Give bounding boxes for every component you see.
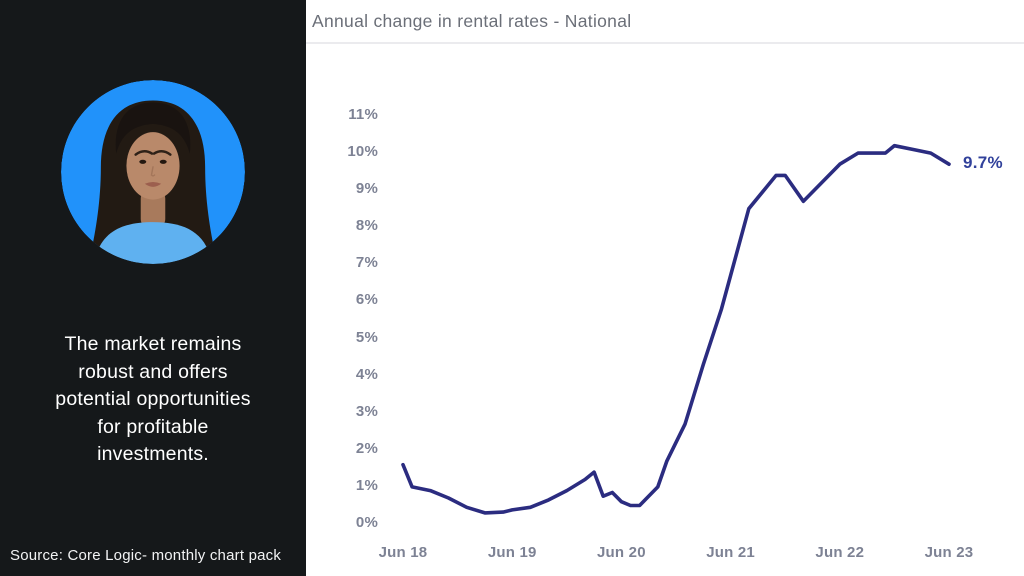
y-tick-label: 0% (355, 514, 378, 531)
y-tick-label: 4% (355, 365, 378, 383)
y-tick-label: 9% (355, 180, 378, 198)
y-tick-label: 7% (355, 254, 378, 272)
chart-title: Annual change in rental rates - National (312, 11, 632, 31)
quote-text: The market remains robust and offers poten… (0, 331, 306, 469)
y-tick-label: 6% (355, 291, 378, 309)
x-tick-label: Jun 18 (378, 544, 428, 561)
y-tick-label: 5% (355, 328, 378, 346)
y-tick-label: 11% (348, 106, 378, 123)
line-series (401, 143, 951, 515)
latest-value-label: 9.7% (963, 153, 1003, 173)
x-tick-label: Jun 23 (924, 544, 974, 561)
y-tick-label: 8% (355, 217, 378, 235)
quote-line: potential opportunities (55, 388, 251, 410)
y-tick-label: 3% (355, 402, 378, 420)
x-tick-label: Jun 21 (706, 544, 755, 561)
source-caption: Source: Core Logic- monthly chart pack (10, 547, 282, 564)
x-tick-label: Jun 19 (487, 544, 537, 561)
quote-line: for profitable (97, 415, 209, 438)
y-tick-label: 1% (355, 476, 378, 494)
avatar (61, 80, 245, 264)
title-divider (306, 42, 1024, 44)
y-tick-label: 2% (355, 439, 378, 457)
y-tick-label: 10% (347, 143, 378, 161)
x-tick-label: Jun 22 (815, 544, 865, 561)
quote-line: investments. (97, 443, 209, 465)
left-panel: The market remains robust and offers poten… (0, 0, 306, 576)
quote-line: robust and offers (78, 360, 228, 383)
x-tick-label: Jun 20 (597, 544, 646, 561)
woman-portrait-icon (61, 80, 245, 264)
quote-line: The market remains (64, 333, 242, 355)
